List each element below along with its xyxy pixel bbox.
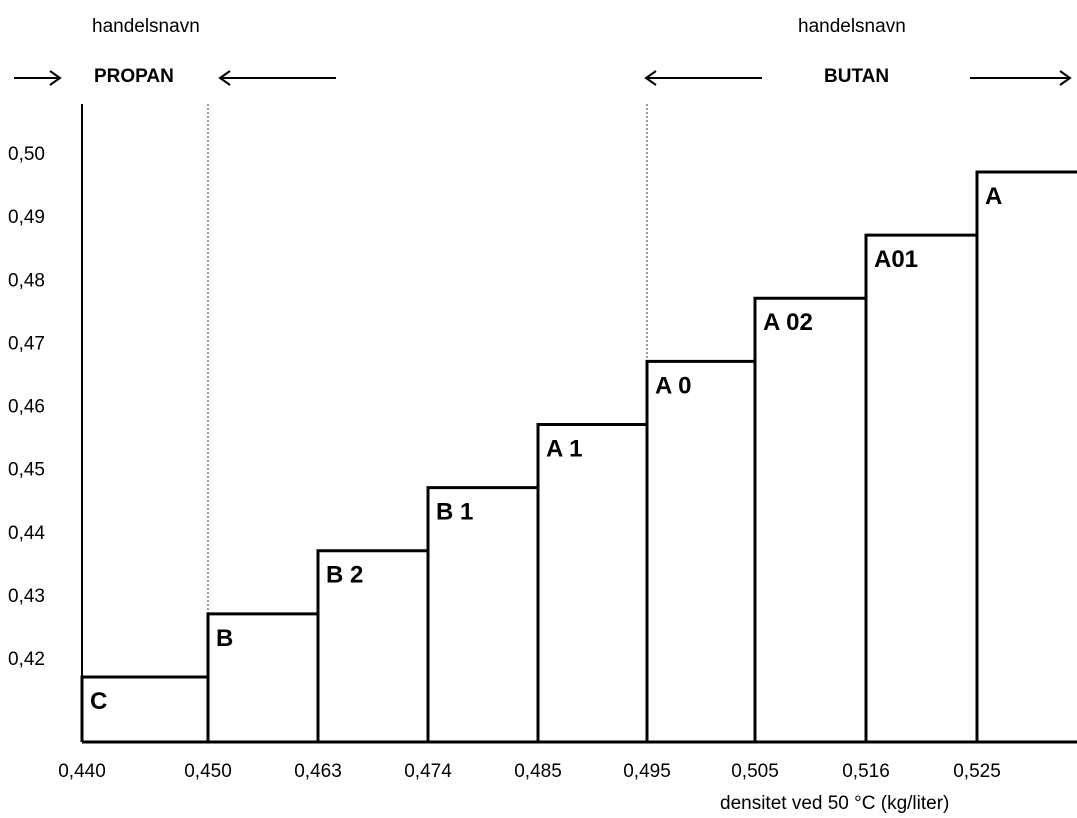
bar-label: A 0: [655, 372, 691, 399]
y-tick-label: 0,49: [8, 207, 45, 228]
y-tick-label: 0,44: [8, 523, 45, 544]
bar: [426, 486, 540, 742]
x-tick-label: 0,474: [404, 761, 452, 782]
bar-label: A 1: [546, 435, 582, 462]
bar: [975, 170, 1077, 742]
bar: [753, 296, 868, 742]
bar-label: A01: [874, 246, 918, 273]
y-tick-label: 0,43: [8, 586, 45, 607]
left-arrow-icon: [644, 70, 762, 86]
bar-label: B 1: [436, 499, 473, 526]
bar-label: A 02: [763, 309, 813, 336]
x-axis-title: densitet ved 50 °C (kg/liter): [720, 793, 950, 814]
x-tick-label: 0,463: [294, 761, 342, 782]
bar: [536, 422, 649, 742]
left-arrow-icon: [218, 70, 336, 86]
x-tick-label: 0,525: [953, 761, 1001, 782]
x-tick-label: 0,450: [184, 761, 232, 782]
bar-label: C: [90, 688, 107, 715]
x-tick-label: 0,505: [731, 761, 779, 782]
bar-label: B: [216, 625, 233, 652]
bar: [645, 359, 757, 742]
y-tick-label: 0,46: [8, 397, 45, 418]
x-tick-label: 0,516: [842, 761, 890, 782]
y-tick-label: 0,50: [8, 144, 45, 165]
bar-label: B 2: [326, 562, 363, 589]
butan-label: BUTAN: [824, 66, 890, 87]
y-tick-label: 0,45: [8, 460, 45, 481]
x-tick-label: 0,495: [623, 761, 671, 782]
propan-label: PROPAN: [94, 66, 174, 87]
header-left-caption: handelsnavn: [92, 16, 200, 37]
x-tick-label: 0,440: [58, 761, 106, 782]
y-tick-label: 0,47: [8, 333, 45, 354]
bar-label: A: [985, 183, 1002, 210]
right-arrow-icon: [14, 70, 62, 86]
bar: [864, 233, 979, 742]
y-tick-label: 0,48: [8, 270, 45, 291]
y-tick-label: 0,42: [8, 649, 45, 670]
header-right-caption: handelsnavn: [798, 16, 906, 37]
x-tick-label: 0,485: [514, 761, 562, 782]
right-arrow-icon: [970, 70, 1072, 86]
